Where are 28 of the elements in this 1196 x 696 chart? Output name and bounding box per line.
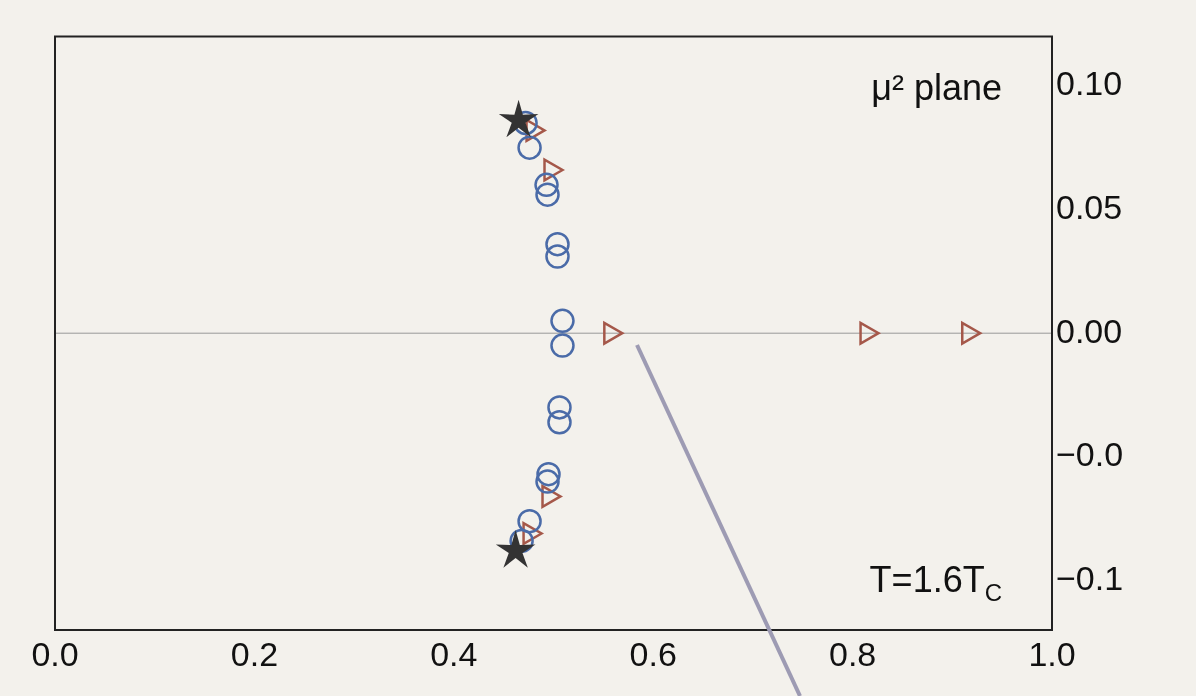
x-tick-label: 0.6	[629, 634, 677, 673]
point	[961, 321, 982, 345]
x-tick-label: 0.8	[828, 634, 877, 673]
point	[547, 409, 572, 435]
point	[536, 461, 561, 487]
y-tick-label: −0.0	[1056, 435, 1124, 474]
y-tick-label: 0.10	[1056, 64, 1123, 103]
point	[547, 395, 572, 420]
x-tick-label: 0.4	[430, 634, 478, 673]
point	[535, 182, 560, 207]
point	[545, 231, 570, 257]
point	[517, 135, 542, 160]
point	[495, 530, 536, 568]
point	[859, 321, 880, 345]
point	[550, 308, 575, 334]
point	[534, 172, 559, 198]
point	[545, 244, 570, 269]
x-tick-label: 0.2	[230, 634, 279, 673]
point	[550, 333, 575, 358]
x-tick-label: 0.0	[31, 634, 79, 673]
point	[517, 508, 542, 534]
point	[535, 469, 560, 494]
point	[498, 99, 539, 138]
annotation: μ² plane	[871, 67, 1003, 109]
y-tick-label: 0.00	[1056, 311, 1123, 350]
x-tick-label: 1.0	[1028, 634, 1076, 673]
y-tick-label: 0.05	[1056, 187, 1123, 226]
y-tick-label: −0.1	[1056, 558, 1124, 597]
